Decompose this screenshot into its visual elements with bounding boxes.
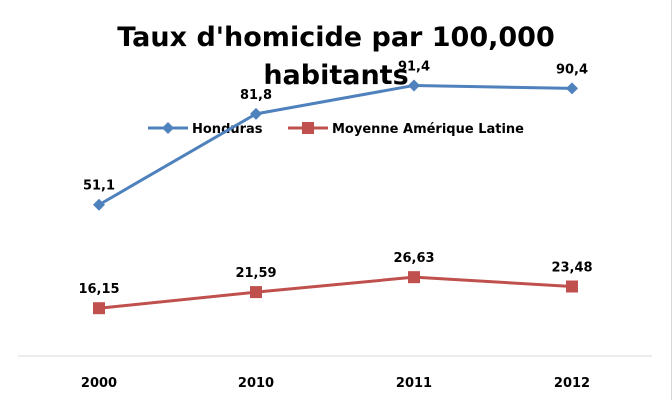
- data-label-0-2011: 91,4: [398, 59, 430, 74]
- data-label-0-2010: 81,8: [240, 88, 272, 103]
- x-tick-label-2011: 2011: [396, 376, 432, 391]
- x-tick-label-2010: 2010: [238, 376, 274, 391]
- series-line-1: [98, 275, 573, 310]
- legend: Honduras Moyenne Amérique Latine: [148, 122, 524, 137]
- legend-latam-label: Moyenne Amérique Latine: [332, 122, 524, 137]
- chart-title-line-1: Taux d'homicide par 100,000: [117, 22, 554, 53]
- marker-0-2011: [408, 79, 420, 92]
- marker-0-2010: [250, 107, 262, 120]
- x-tick-labels: 2000 2010 2011 2012: [81, 376, 590, 391]
- marker-1-2011: [408, 271, 420, 284]
- data-label-0-2000: 51,1: [83, 179, 115, 194]
- x-tick-label-2000: 2000: [81, 376, 117, 391]
- data-label-1-2010: 21,59: [235, 266, 276, 281]
- legend-honduras-diamond-icon: [162, 122, 174, 134]
- x-tick-label-2012: 2012: [554, 376, 590, 391]
- series-layer: [93, 79, 578, 315]
- marker-0-2000: [93, 198, 105, 211]
- marker-1-2012: [566, 280, 578, 293]
- chart-title-line-2: habitants: [263, 60, 408, 91]
- marker-1-2000: [93, 302, 105, 315]
- series-line-0: [98, 83, 573, 207]
- marker-0-2012: [566, 82, 578, 95]
- data-label-1-2000: 16,15: [78, 282, 119, 297]
- data-label-1-2012: 23,48: [551, 260, 592, 275]
- marker-1-2010: [250, 286, 262, 299]
- data-labels: 51,1 81,8 91,4 90,4 16,15 21,59 26,63 23,48: [78, 59, 592, 297]
- data-label-0-2012: 90,4: [556, 62, 588, 77]
- data-label-1-2011: 26,63: [393, 251, 434, 266]
- legend-latam-square-icon: [302, 122, 314, 134]
